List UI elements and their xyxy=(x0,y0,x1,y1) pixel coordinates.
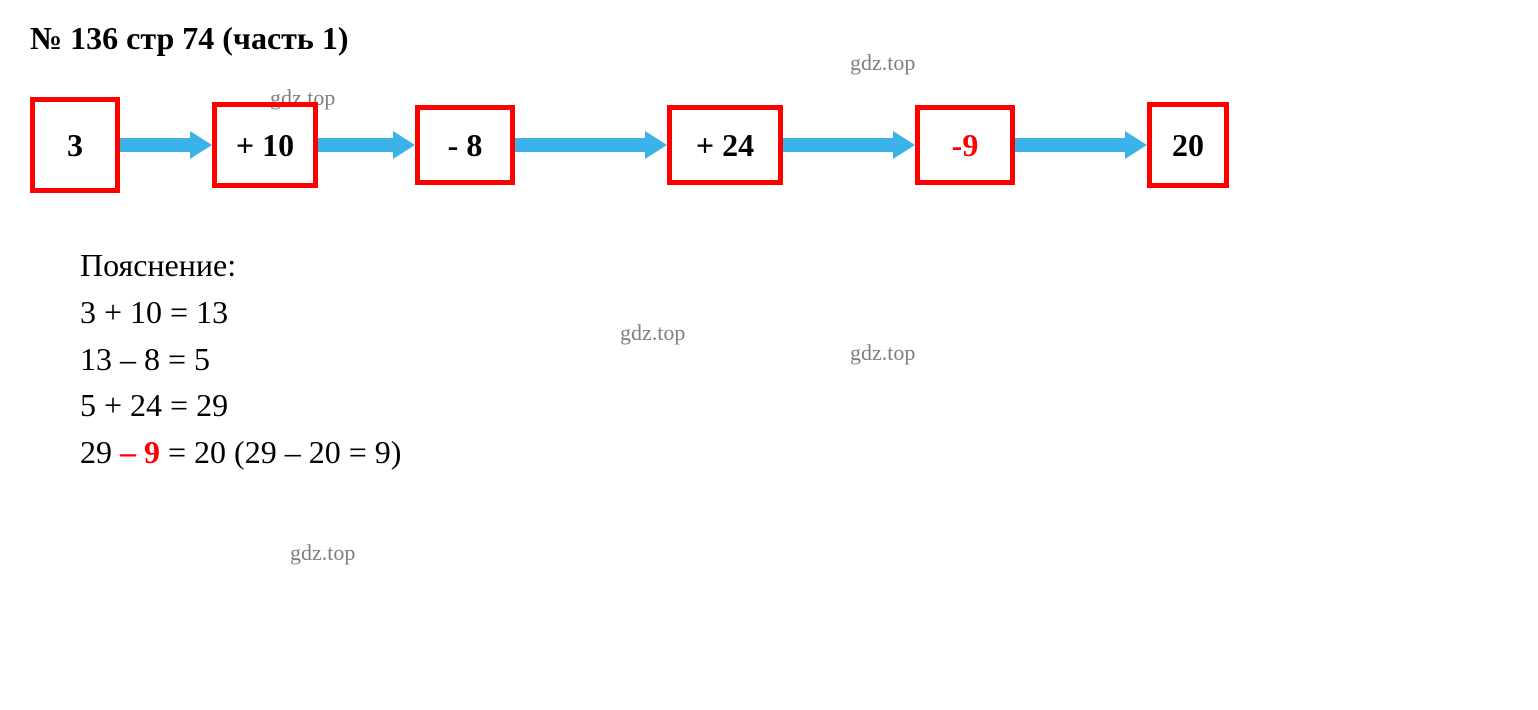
flow-box-text: 20 xyxy=(1172,127,1204,164)
flow-box-1: + 10 xyxy=(212,102,318,188)
explanation-line-0: 3 + 10 = 13 xyxy=(80,290,1508,335)
flow-arrow-3 xyxy=(783,131,915,159)
explanation-line-2: 5 + 24 = 29 xyxy=(80,383,1508,428)
flow-arrow-1 xyxy=(318,131,415,159)
flow-arrow-0 xyxy=(120,131,212,159)
watermark-5: gdz.top xyxy=(290,540,355,566)
flow-box-text: 3 xyxy=(67,127,83,164)
flow-box-5: 20 xyxy=(1147,102,1229,188)
explanation-line-suffix: = 20 (29 – 20 = 9) xyxy=(160,434,401,470)
explanation-line-prefix: 29 xyxy=(80,434,120,470)
flow-box-text: - 8 xyxy=(448,127,483,164)
explanation-line-3: 29 – 9 = 20 (29 – 20 = 9) xyxy=(80,430,1508,475)
flow-box-2: - 8 xyxy=(415,105,515,185)
flow-box-text: + 10 xyxy=(236,127,294,164)
explanation-label: Пояснение: xyxy=(80,243,1508,288)
explanation-block: Пояснение:3 + 10 = 1313 – 8 = 55 + 24 = … xyxy=(80,243,1508,475)
flow-box-text: + 24 xyxy=(696,127,754,164)
flow-box-0: 3 xyxy=(30,97,120,193)
watermark-3: gdz.top xyxy=(620,320,685,346)
flow-box-3: + 24 xyxy=(667,105,783,185)
flow-arrow-4 xyxy=(1015,131,1147,159)
flow-diagram: 3 + 10 - 8 + 24 - 9 20 xyxy=(30,97,1508,193)
flow-arrow-2 xyxy=(515,131,667,159)
watermark-1: gdz.top xyxy=(850,50,915,76)
flow-box-text-highlight: 9 xyxy=(962,127,978,164)
explanation-line-1: 13 – 8 = 5 xyxy=(80,337,1508,382)
flow-box-4: - 9 xyxy=(915,105,1015,185)
watermark-4: gdz.top xyxy=(850,340,915,366)
flow-box-text-prefix: - xyxy=(952,127,963,164)
explanation-line-highlight: – 9 xyxy=(120,434,160,470)
page-title: № 136 стр 74 (часть 1) xyxy=(30,20,1508,57)
